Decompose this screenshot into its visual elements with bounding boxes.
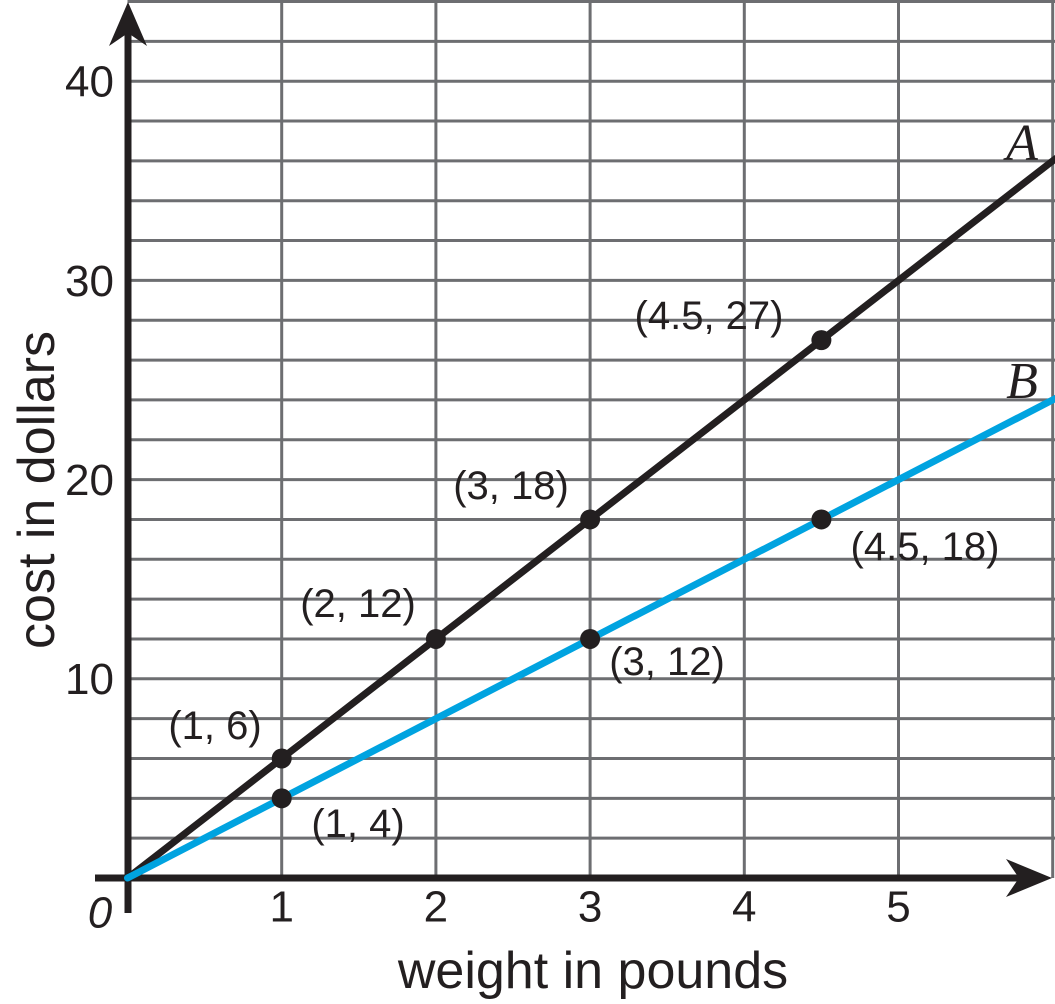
- x-tick-label-3: 3: [578, 882, 602, 931]
- y-axis-arrowhead-icon: [109, 2, 147, 46]
- y-tick-label-20: 20: [65, 456, 114, 505]
- point-A-4.5-27: [811, 330, 832, 351]
- x-tick-label-2: 2: [424, 882, 448, 931]
- point-label: (3, 12): [609, 640, 725, 684]
- gridlines: [127, 0, 1055, 878]
- x-tick-label-1: 1: [269, 882, 293, 931]
- point-A-1-6: [271, 748, 292, 769]
- point-label: (1, 6): [168, 704, 261, 748]
- y-axis-title: cost in dollars: [8, 331, 66, 649]
- series-label-A: A: [1003, 115, 1038, 172]
- x-axis-title: weight in pounds: [397, 942, 788, 1000]
- x-axis-arrowhead-icon: [1006, 859, 1052, 897]
- annotations: (1, 6) (2, 12) (3, 18) (4.5, 27) A (1, 4) (3, …: [168, 115, 1038, 846]
- y-tick-label-30: 30: [65, 257, 114, 306]
- point-B-4.5-18: [811, 509, 832, 530]
- point-label: (2, 12): [300, 582, 416, 626]
- origin-label: 0: [88, 888, 113, 937]
- series-label-B: B: [1006, 353, 1038, 410]
- x-tick-label-4: 4: [732, 882, 756, 931]
- point-label: (3, 18): [453, 464, 569, 508]
- point-label: (4.5, 18): [851, 525, 1000, 569]
- point-B-1-4: [271, 788, 292, 809]
- point-A-3-18: [580, 509, 601, 530]
- tick-labels: 10 20 30 40 1 2 3 4 5 0: [65, 58, 911, 938]
- point-B-3-12: [580, 628, 601, 649]
- x-tick-label-5: 5: [886, 882, 910, 931]
- y-tick-label-10: 10: [65, 655, 114, 704]
- point-label: (4.5, 27): [635, 294, 784, 338]
- point-A-2-12: [425, 628, 446, 649]
- point-label: (1, 4): [311, 802, 404, 846]
- axes: [95, 2, 1052, 913]
- y-tick-label-40: 40: [65, 58, 114, 107]
- data-points: [271, 330, 832, 809]
